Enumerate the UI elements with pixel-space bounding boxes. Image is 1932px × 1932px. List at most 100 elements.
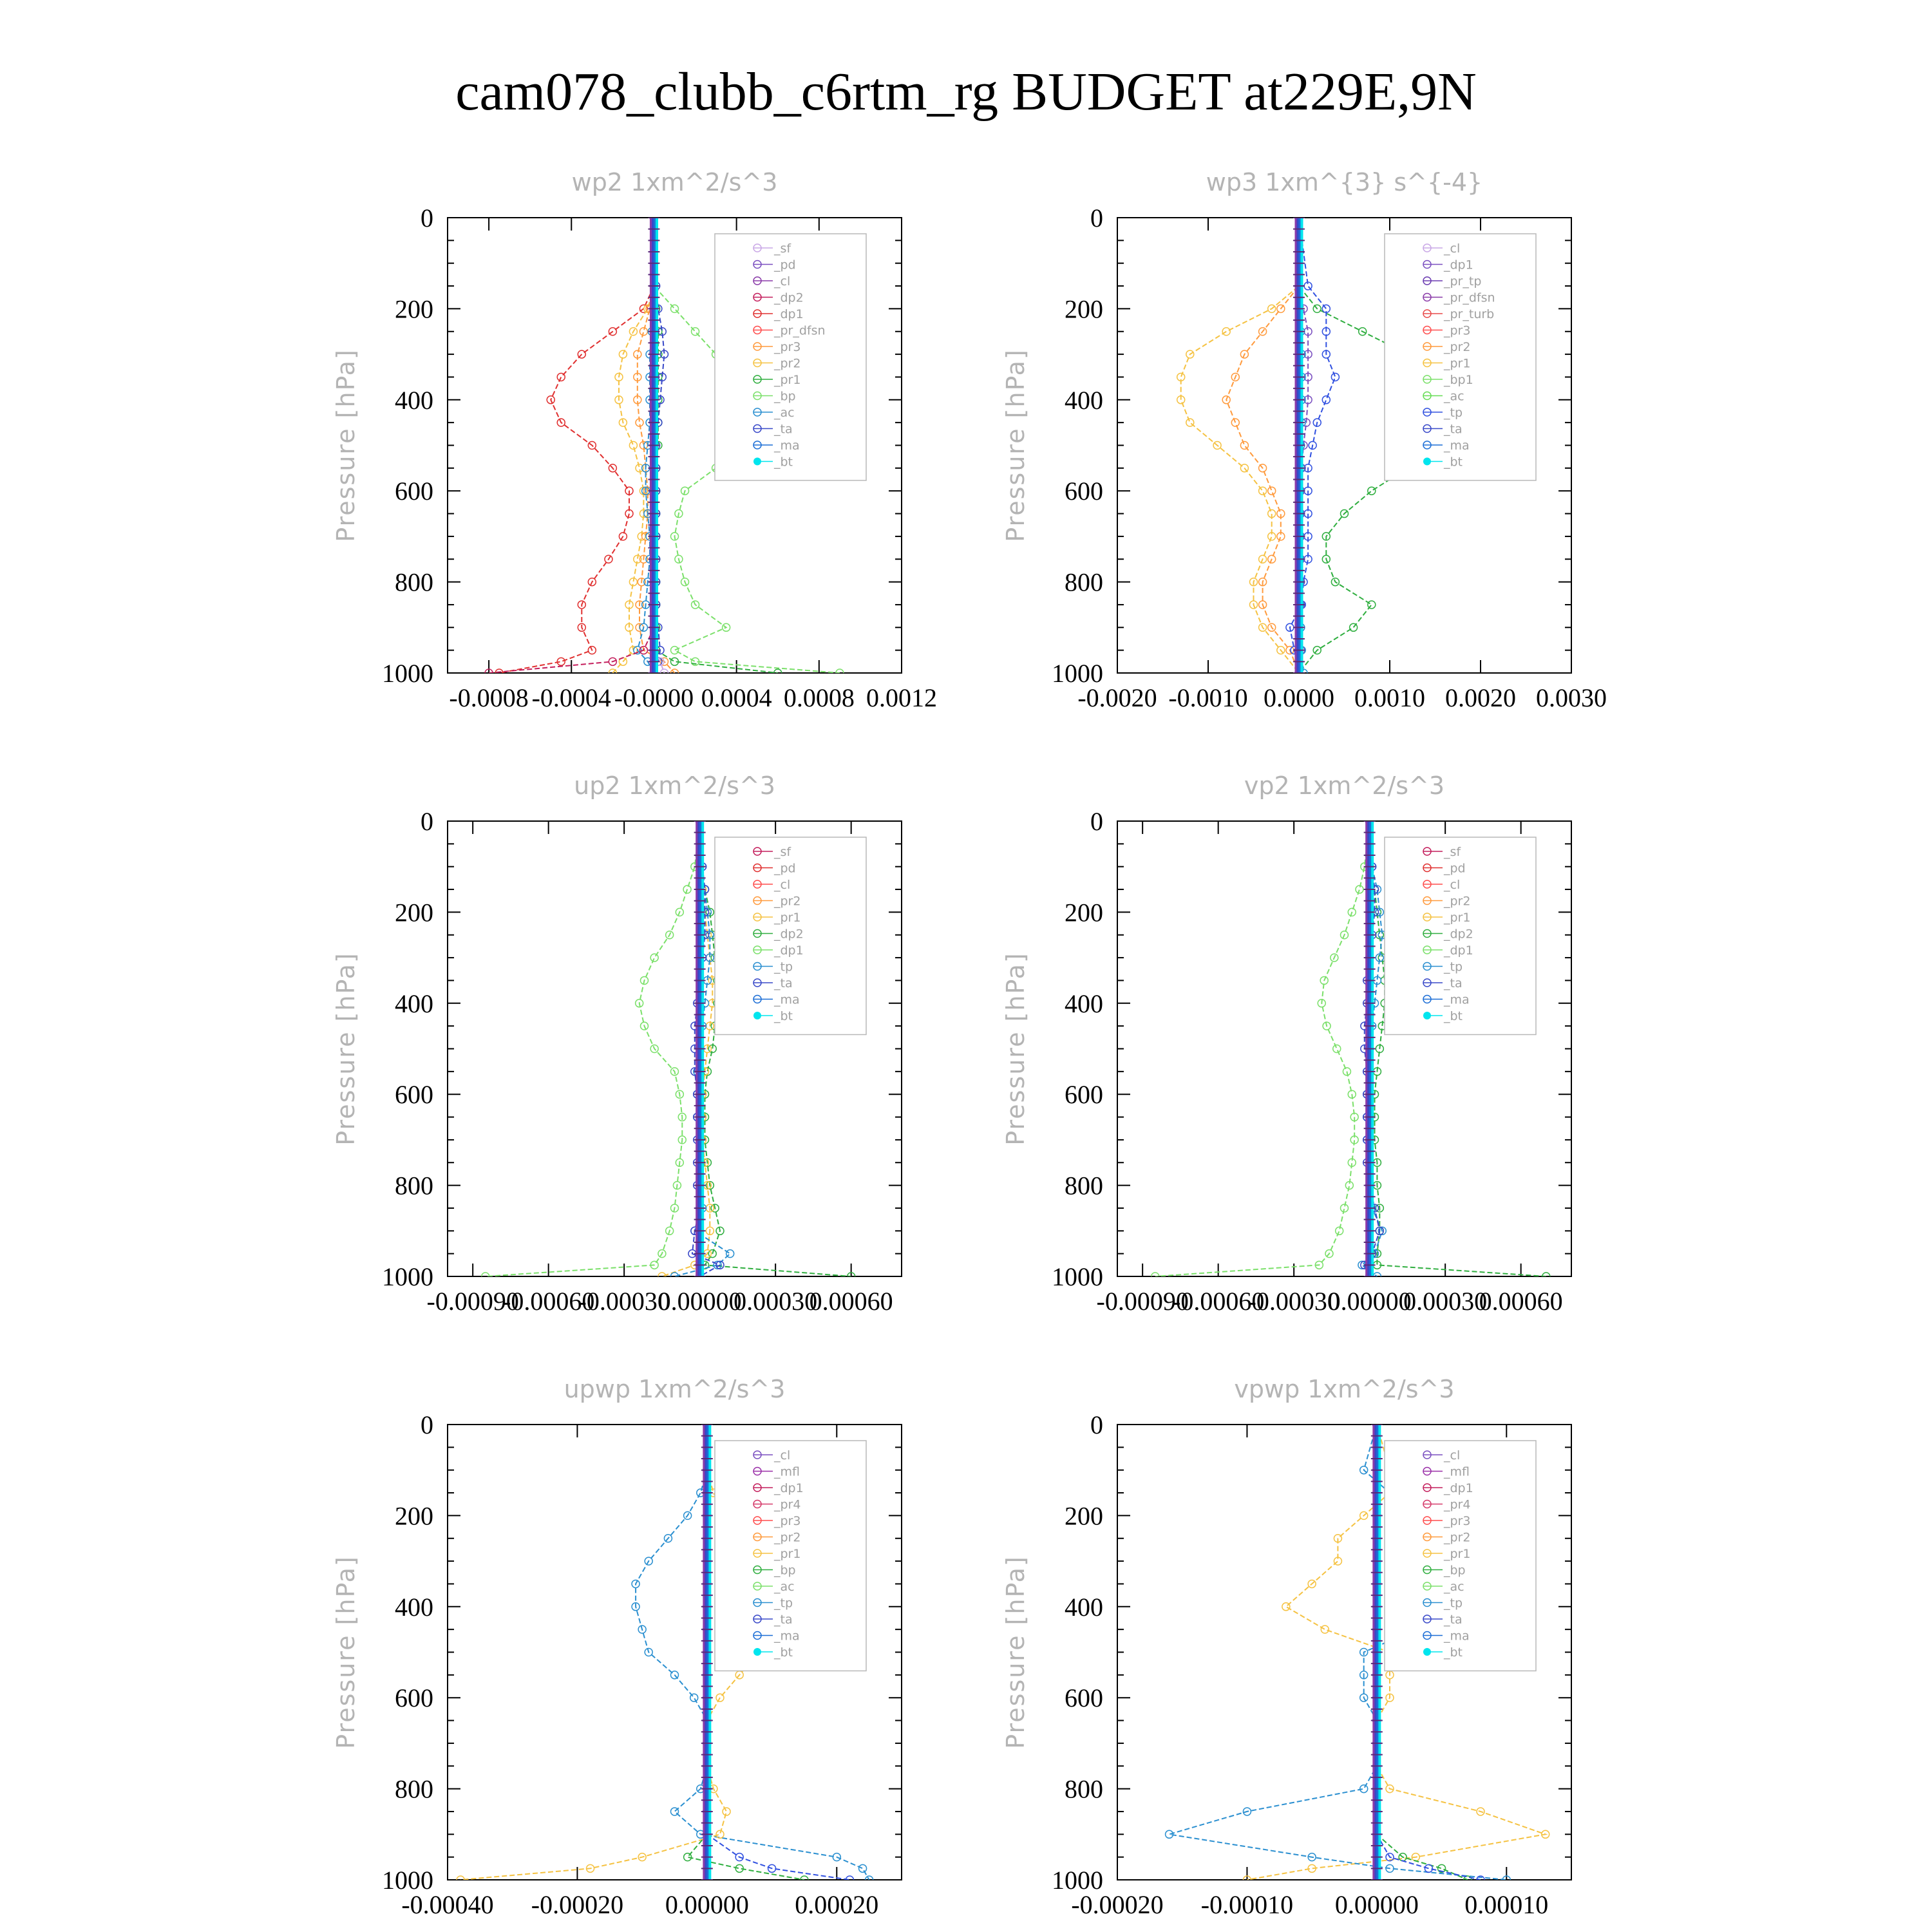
legend-label: _ta [773,976,793,990]
legend-label: _cl [773,878,790,892]
data-point-pr2 [633,554,642,564]
data-point-bp [721,623,731,632]
data-point-ac [864,1875,874,1880]
data-point-ac [644,1647,653,1657]
data-point-pr1 [1542,1272,1551,1276]
legend-marker-ma [1423,994,1432,1004]
legend-label: _dp2 [773,291,804,305]
data-point-pr1 [705,1180,715,1190]
x-tick-label: 0.0030 [1536,683,1607,712]
x-tick-label: 0.00000 [1335,1890,1419,1919]
series-line-tp [1289,218,1336,673]
legend-label: _ac [1443,390,1464,404]
data-point-bp [665,1226,674,1236]
legend-marker-bp [753,945,762,954]
legend-marker-sf [1423,243,1432,252]
legend-marker-dp2 [753,847,762,856]
data-point-pr1 [1349,623,1358,632]
data-point-pr2 [456,1875,465,1880]
legend: _cl _dp1 _pr_tp _pr_dfsn _pr_turb _pr3 _pr2 _pr… [1384,233,1537,481]
legend-label: _bt [773,1009,793,1023]
legend-label: _ta [1443,422,1463,437]
x-tick-label: 0.00010 [1464,1890,1548,1919]
data-point-dp1 [587,440,597,450]
data-point-pr2 [1258,623,1267,632]
legend-label: _pd [773,258,796,272]
legend-marker-pr_dfsn [1423,325,1432,335]
data-point-pr2 [658,1272,667,1276]
series-line-bp [653,218,840,673]
y-tick-label: 200 [1065,898,1103,927]
data-point-pr3 [639,327,649,336]
legend-label: _sf [1443,845,1461,859]
legend-marker-bt [1423,1648,1431,1656]
y-axis-label: Pressure [hPa] [332,348,360,542]
data-point-bp [1347,1090,1356,1099]
legend-label: _pr4 [1443,1498,1470,1512]
data-point-pr3 [633,372,642,382]
legend-marker-ta [753,978,762,987]
legend-label: _pr2 [773,1531,800,1545]
data-point-pr3 [1267,486,1276,495]
data-point-pr3 [1231,372,1240,382]
panel-1: wp2 1xm^2/s^3 Pressure [hPa] 0 200 400 600 800… [332,168,937,712]
series-line-dp1 [498,218,655,673]
data-point-pr1 [1340,509,1349,518]
data-point-ac [1385,1864,1394,1873]
data-point-ac [705,931,715,940]
data-point-ta [1375,1226,1385,1236]
data-point-pr3 [1231,418,1240,427]
data-point-dp1 [577,623,587,632]
legend-marker-ac [753,408,762,417]
legend-marker-bt [753,457,761,466]
legend-label: _bp [1443,1564,1466,1578]
data-point-ac [670,1671,679,1680]
data-point-bp [690,657,700,667]
data-point-pr2 [1258,486,1267,495]
legend-label: _pr2 [1443,895,1470,909]
data-point-pr2 [1222,327,1231,336]
data-point-pr1 [715,1226,724,1236]
legend-label: _bt [1443,1645,1463,1660]
y-axis-label: Pressure [hPa] [1001,1555,1030,1749]
data-point-pr2 [618,418,628,427]
data-point-pr3 [1276,304,1285,314]
legend-marker-pr_dfsn [1423,1516,1432,1525]
legend-label: _cl [1443,1448,1460,1463]
panel-title: up2 1xm^2/s^3 [574,772,775,800]
data-point-pr1 [773,668,782,673]
y-tick-label: 600 [395,477,433,506]
data-point-pr2 [1540,1830,1550,1839]
legend-marker-ac [1423,1598,1432,1607]
x-tick-label: 0.00000 [1328,1287,1412,1316]
legend: _sf _pd _cl _dp2 _dp1 _pr_dfsn _pr3 _pr2 _pr1 _bp… [714,233,867,481]
x-tick-label: 0.00020 [795,1890,878,1919]
legend-label: _ta [1443,976,1463,990]
data-point-pr1 [708,1249,717,1258]
legend-marker-ma [1423,440,1432,450]
data-point-pr3 [1240,440,1249,450]
data-point-bp [670,645,679,655]
data-point-bp [665,931,674,940]
legend-label: _dp1 [773,943,804,958]
data-point-ac [1242,1807,1252,1816]
data-point-pr2 [1267,509,1276,518]
legend-label: _cl [1443,242,1460,256]
x-tick-label: 0.00030 [1403,1287,1487,1316]
y-tick-label: 200 [1065,294,1103,323]
x-tick-label: -0.0000 [614,683,694,712]
data-point-dp1 [625,486,634,495]
panel-4: vp2 1xm^2/s^3 Pressure [hPa] 0 200 400 600 800… [1001,772,1572,1316]
data-point-tp [1385,1852,1394,1862]
panel-5: upwp 1xm^2/s^3 Pressure [hPa] 0 200 400 600 80… [332,1375,902,1919]
legend-marker-pr1 [753,929,762,938]
data-point-dp1 [556,418,565,427]
legend-label: _bp [773,1564,796,1578]
plot-area [481,821,856,1276]
x-tick-label: 0.0012 [866,683,937,712]
data-point-pr2 [629,577,638,587]
legend-marker-ta [1423,978,1432,987]
data-point-pr1 [708,1044,717,1054]
panel-title: upwp 1xm^2/s^3 [564,1375,786,1403]
